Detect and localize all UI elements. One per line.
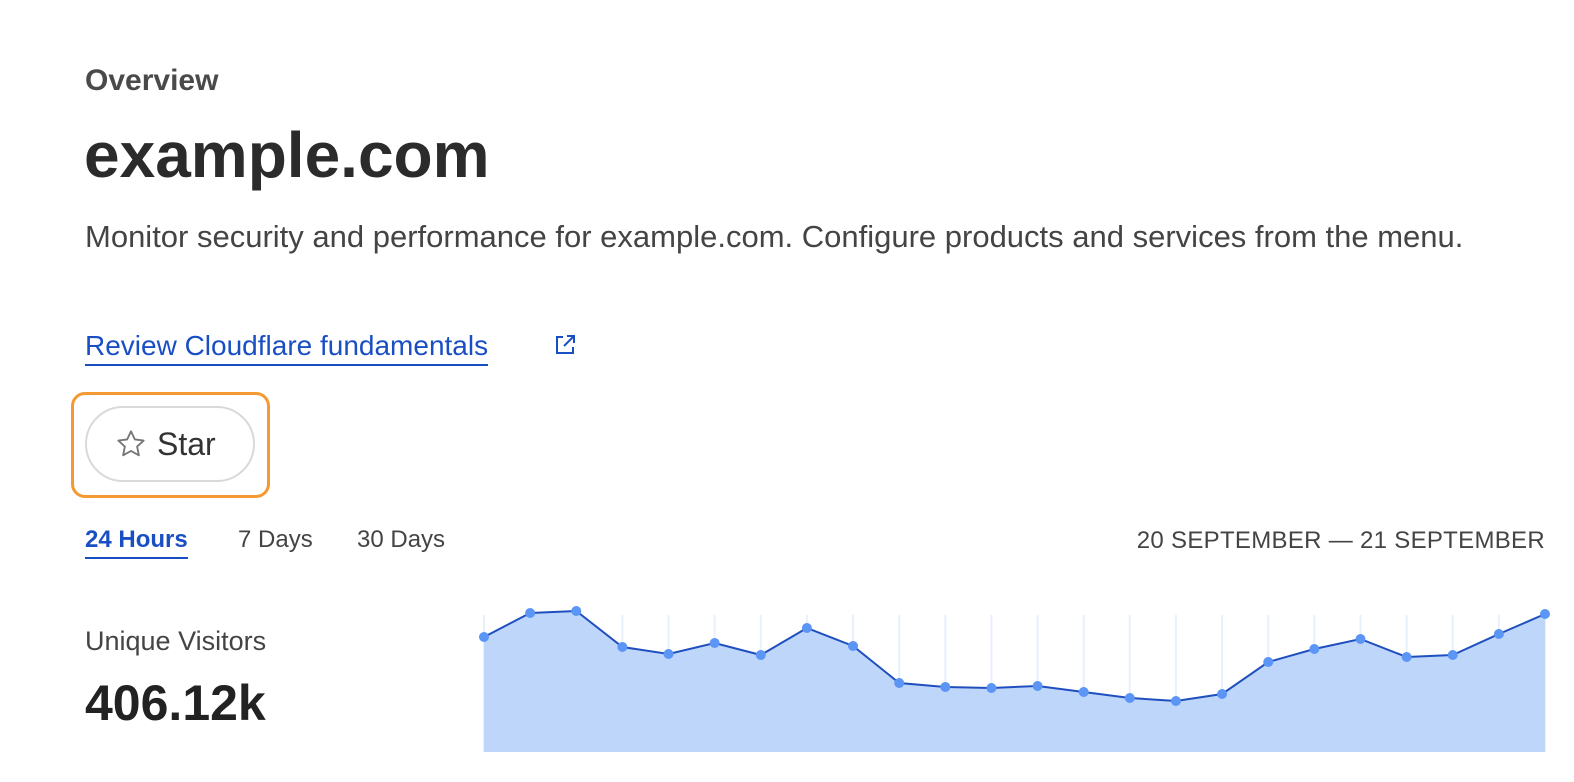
area-fill [484,611,1545,752]
data-point [1263,657,1274,667]
fundamentals-link[interactable]: Review Cloudflare fundamentals [85,330,489,366]
data-point [1355,634,1366,644]
data-point [1540,609,1550,619]
data-point [617,642,628,652]
data-point [1078,687,1089,697]
data-point [801,623,812,633]
metric-value: 406.12k [85,675,266,731]
external-link-icon[interactable] [553,333,577,357]
metric-label: Unique Visitors [85,626,267,656]
focus-ring [71,392,270,498]
data-point [986,683,997,693]
star-button[interactable]: Star [85,406,255,482]
tab-24-hours[interactable]: 24 Hours [85,526,188,559]
data-point [1309,644,1320,654]
data-point [940,682,951,692]
data-point [571,606,582,616]
data-point [1401,652,1412,662]
data-point [1217,689,1228,699]
data-point [709,638,720,648]
data-point [894,678,905,688]
data-point [1447,650,1458,660]
page-description: Monitor security and performance for exa… [85,219,1464,254]
data-point [663,649,674,659]
data-point [479,632,489,642]
visitors-chart [479,606,1550,752]
data-point [1170,696,1181,706]
page-eyebrow: Overview [85,64,219,97]
series-line [483,609,1546,703]
tab-7-days[interactable]: 7 Days [238,526,313,553]
data-point [755,650,766,660]
data-point [525,608,536,618]
data-point [1124,693,1135,703]
date-range: 20 SEPTEMBER — 21 SEPTEMBER [1136,527,1545,554]
star-label: Star [157,425,216,462]
data-point [848,641,859,651]
star-outline-icon [117,430,145,457]
data-point [1493,629,1504,639]
tab-30-days[interactable]: 30 Days [357,526,446,553]
data-point [1032,681,1043,691]
page-title: example.com [84,119,490,191]
